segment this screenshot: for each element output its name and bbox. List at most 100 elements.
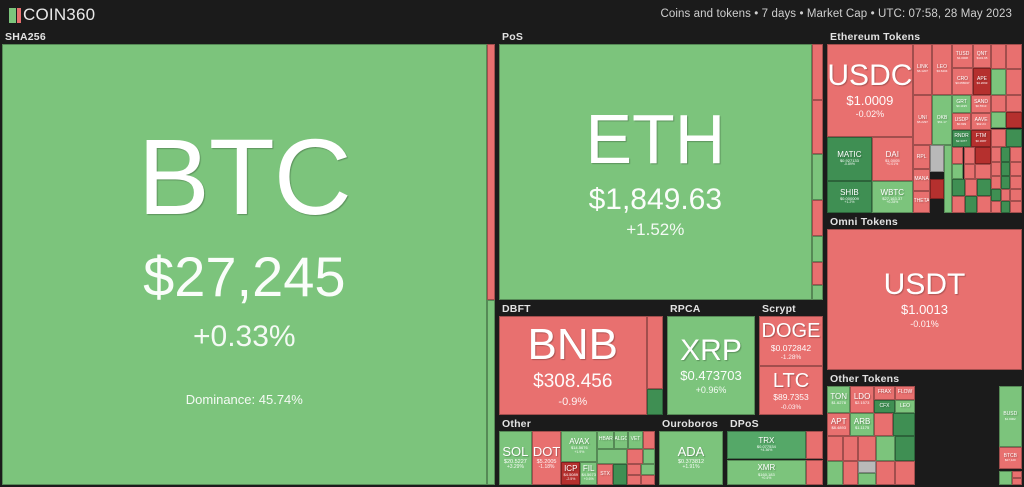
tile-atom[interactable]	[811, 44, 823, 101]
tile-dash[interactable]	[875, 461, 896, 485]
tile-lrc[interactable]	[951, 179, 966, 197]
tile-nmr[interactable]	[1010, 201, 1022, 213]
tile-btcb[interactable]: BTCB $27,120	[998, 447, 1022, 470]
tile-flow[interactable]: FLOW	[895, 386, 915, 400]
tile-ren[interactable]	[1000, 189, 1011, 202]
tile-xdc[interactable]	[858, 461, 876, 474]
tile-fet[interactable]	[1000, 147, 1011, 163]
tile-link[interactable]: LINK $6.1207	[912, 44, 933, 95]
tile-ankr[interactable]	[1006, 94, 1022, 112]
tile-skl[interactable]	[990, 175, 1001, 190]
tile-yfi[interactable]	[965, 179, 978, 197]
tile-aave[interactable]: AAVE $62.24	[971, 113, 991, 131]
tile-mkr[interactable]	[965, 196, 978, 213]
tile-rune[interactable]	[640, 474, 655, 485]
tile-xec[interactable]	[642, 431, 655, 449]
tile-cvx[interactable]	[1010, 162, 1022, 176]
tile-sand[interactable]: SAND $0.5513	[971, 94, 991, 114]
tile-eos[interactable]	[811, 100, 823, 155]
tile-gas[interactable]	[646, 316, 663, 390]
tile-dai[interactable]: DAI $1.0005 +0.01%	[871, 136, 913, 181]
tile-sol[interactable]: SOL $20.5227 +3.29%	[499, 431, 532, 485]
tile-kava[interactable]	[811, 236, 823, 262]
tile-egld[interactable]	[597, 448, 627, 465]
tile-enj[interactable]	[963, 147, 976, 164]
tile-bgb[interactable]	[998, 471, 1013, 485]
tile-hot[interactable]	[1006, 44, 1022, 70]
tile-zrx[interactable]	[975, 163, 991, 180]
tile-lsk[interactable]	[805, 431, 823, 460]
tile-icp[interactable]: ICP $4.5089 -2.5%	[561, 461, 581, 485]
tile-gala[interactable]	[951, 147, 964, 164]
tile-mask[interactable]	[990, 44, 1007, 70]
tile-busd[interactable]: BUSD $1.0002	[998, 386, 1022, 448]
tile-btc[interactable]: BTC $27,245 +0.33% Dominance: 45.74%	[2, 44, 487, 485]
tile-kas[interactable]	[612, 464, 627, 485]
tile-near[interactable]	[640, 464, 655, 475]
tile-apt[interactable]: APT $8.4893	[827, 412, 851, 437]
tile-uni[interactable]: UNI $5.2297	[912, 94, 933, 146]
tile-cfx[interactable]: CFX	[873, 399, 896, 413]
tile-grt[interactable]: GRT $0.1195	[951, 94, 972, 114]
tile-leo[interactable]: LEO	[895, 399, 915, 413]
tile-eth[interactable]: ETH $1,849.63 +1.52%	[499, 44, 812, 300]
tile-vet[interactable]: VET	[628, 431, 643, 449]
tile-kcs[interactable]	[1012, 471, 1022, 479]
tile-ltc[interactable]: LTC $89.7353 -0.03%	[759, 366, 823, 415]
tile-arb[interactable]: ARB $1.1175	[850, 412, 874, 437]
tile-shib[interactable]: SHIB $0.000009 +1.2%	[827, 180, 872, 213]
tile-mana[interactable]: MANA	[912, 169, 931, 192]
tile-okb[interactable]: OKB $51.17	[932, 94, 952, 146]
tile-algo[interactable]: ALGO	[614, 431, 629, 449]
tile-qtum[interactable]	[842, 461, 859, 485]
tile-celr[interactable]	[990, 189, 1001, 202]
tile-ftm[interactable]: FTM $0.3087	[971, 130, 991, 148]
tile-rndr[interactable]: RNDR $2.3377	[951, 130, 972, 148]
tile-dot[interactable]: DOT $5.2005 -1.18%	[531, 431, 562, 485]
tile-trx[interactable]: TRX $0.077534 +4.36%	[727, 431, 806, 460]
tile-bnb[interactable]: BNB $308.456 -0.9%	[499, 316, 647, 415]
tile-stx[interactable]: STX	[597, 464, 613, 485]
tile-klay[interactable]	[626, 474, 641, 485]
tile-agix[interactable]	[1006, 111, 1022, 129]
tile-usdt[interactable]: USDT $1.0013 -0.01%	[827, 229, 1022, 370]
tile-nexo[interactable]	[1006, 69, 1022, 95]
tile-pepe[interactable]	[873, 412, 894, 437]
tile-chz[interactable]	[930, 179, 944, 200]
tile-xtz[interactable]	[811, 154, 823, 201]
tile-usdp[interactable]: USDP $0.999	[951, 113, 972, 131]
tile-ens[interactable]	[990, 162, 1001, 176]
tile-ht[interactable]	[1012, 478, 1022, 485]
tile-ape[interactable]: APE $3.2093	[973, 67, 991, 95]
tile-wbtc[interactable]: WBTC $27,163.37 +0.28%	[871, 180, 913, 213]
tile-audio[interactable]	[1000, 175, 1011, 190]
tile-bal[interactable]	[951, 196, 966, 213]
tile-bsv[interactable]	[486, 299, 495, 485]
tile-hbar[interactable]: HBAR	[597, 431, 615, 449]
tile-mina[interactable]	[642, 448, 655, 465]
tile-gno[interactable]	[990, 69, 1007, 95]
tile-sui[interactable]	[842, 436, 859, 462]
tile-flr[interactable]	[626, 448, 643, 465]
tile-tusd[interactable]: TUSD $1.0008	[951, 44, 974, 68]
tile-omg[interactable]	[977, 196, 991, 213]
tile-xrp[interactable]: XRP $0.473703 +0.96%	[667, 316, 755, 415]
tile-leo[interactable]: LEO $3.6204	[932, 44, 952, 95]
tile-ldo[interactable]: LDO $2.1573	[850, 386, 874, 413]
tile-rvn[interactable]	[858, 473, 876, 485]
tile-gmx[interactable]	[893, 412, 915, 437]
tile-cake[interactable]	[827, 461, 843, 485]
tile-woo[interactable]	[1010, 147, 1022, 163]
tile-doge[interactable]: DOGE $0.072842 -1.28%	[759, 316, 823, 367]
tile-blur[interactable]	[1006, 128, 1022, 148]
tile-waves[interactable]	[811, 261, 823, 285]
tile-bat[interactable]	[975, 147, 991, 164]
tile-comp[interactable]	[963, 163, 976, 180]
tile-ada[interactable]: ADA $0.373812 +1.91%	[659, 431, 723, 485]
tile-avax[interactable]: AVAX $14.5676 +1.9%	[561, 431, 598, 462]
tile-imx[interactable]	[990, 111, 1007, 129]
tile-ocean[interactable]	[1000, 162, 1011, 176]
tile-op[interactable]	[858, 436, 876, 462]
tile-theta[interactable]: THETA	[912, 191, 931, 213]
tile-inj[interactable]	[827, 436, 843, 462]
